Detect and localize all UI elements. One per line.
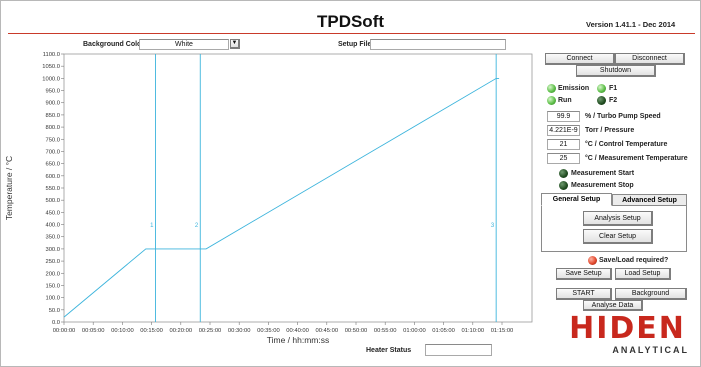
x-tick-label: 00:55:00: [374, 328, 397, 334]
y-tick-label: 250.0: [45, 259, 60, 265]
x-tick-label: 00:35:00: [257, 328, 280, 334]
load-setup-button[interactable]: Load Setup: [615, 268, 671, 280]
x-tick-label: 01:00:00: [403, 328, 426, 334]
setup-file-label: Setup File: [338, 41, 372, 48]
measurement-stop-label: Measurement Stop: [571, 182, 634, 189]
y-tick-label: 750.0: [45, 137, 60, 143]
emission-label: Emission: [558, 85, 590, 92]
x-tick-label: 01:15:00: [491, 328, 514, 334]
turbo-pump-speed-value: 99.9: [547, 111, 580, 122]
x-tick-label: 00:20:00: [170, 328, 193, 334]
clear-setup-button[interactable]: Clear Setup: [583, 229, 653, 244]
y-tick-label: 850.0: [45, 113, 60, 119]
connect-button[interactable]: Connect: [545, 53, 615, 65]
turbo-pump-speed-label: % / Turbo Pump Speed: [585, 113, 661, 120]
y-tick-label: 700.0: [45, 149, 60, 155]
y-tick-label: 1000.0: [42, 76, 60, 82]
cursor-marker-label: 1: [150, 223, 154, 229]
heater-status-field: [425, 344, 492, 356]
setup-file-input[interactable]: [370, 39, 506, 50]
pressure-value: 4.221E-9: [547, 125, 580, 136]
version-label: Version 1.41.1 - Dec 2014: [586, 20, 676, 29]
x-tick-label: 00:50:00: [345, 328, 368, 334]
heater-status-label: Heater Status: [366, 347, 412, 354]
cursor-marker-label: 3: [491, 223, 495, 229]
tab-advanced-setup[interactable]: Advanced Setup: [612, 194, 687, 206]
x-tick-label: 00:05:00: [82, 328, 105, 334]
save-load-required-label: Save/Load required?: [599, 257, 669, 264]
run-label: Run: [558, 97, 572, 104]
y-tick-label: 600.0: [45, 174, 60, 180]
shutdown-button[interactable]: Shutdown: [576, 65, 656, 77]
y-tick-label: 100.0: [45, 296, 60, 302]
measurement-start-label: Measurement Start: [571, 170, 635, 177]
logo-wordmark: HIDEN: [569, 311, 686, 346]
control-temperature-value: 21: [547, 139, 580, 150]
x-tick-label: 00:45:00: [316, 328, 339, 334]
y-tick-label: 950.0: [45, 89, 60, 95]
x-axis-label: Time / hh:mm:ss: [267, 335, 330, 345]
f1-label: F1: [609, 85, 618, 92]
y-tick-label: 1050.0: [42, 64, 60, 70]
f2-label: F2: [609, 97, 618, 104]
y-tick-label: 550.0: [45, 186, 60, 192]
y-tick-label: 1100.0: [43, 52, 60, 58]
y-tick-label: 800.0: [45, 125, 60, 131]
y-tick-label: 900.0: [45, 101, 60, 107]
x-tick-label: 00:15:00: [140, 328, 163, 334]
x-tick-label: 00:30:00: [228, 328, 251, 334]
hiden-logo: HIDEN ANALYTICAL: [566, 312, 689, 356]
y-tick-label: 650.0: [45, 162, 60, 168]
y-tick-label: 150.0: [45, 283, 60, 289]
logo-subtitle: ANALYTICAL: [612, 345, 689, 355]
app-title: TPDSoft: [316, 12, 385, 31]
background-button[interactable]: Background: [615, 288, 687, 300]
measurement-start-led-icon: [559, 169, 568, 178]
cursor-marker-label: 2: [195, 223, 199, 229]
pressure-label: Torr / Pressure: [585, 127, 635, 134]
run-led-icon: [547, 96, 556, 105]
f2-led-icon: [597, 96, 606, 105]
y-axis-label: Temperature / °C: [4, 156, 14, 220]
save-load-required-led-icon: [588, 256, 597, 265]
analyse-data-button[interactable]: Analyse Data: [583, 300, 643, 311]
f1-led-icon: [597, 84, 606, 93]
save-setup-button[interactable]: Save Setup: [556, 268, 612, 280]
start-button[interactable]: START: [556, 288, 612, 300]
temperature-chart: 0.0 50.0 100.0 150.0 200.0 250.0 300.0 350.0 400…: [4, 52, 533, 345]
y-tick-label: 200.0: [45, 271, 60, 277]
y-tick-label: 400.0: [45, 223, 60, 229]
x-tick-label: 01:10:00: [462, 328, 485, 334]
y-tick-label: 500.0: [45, 198, 60, 204]
background-colour-label: Background Colour: [83, 41, 149, 48]
disconnect-button[interactable]: Disconnect: [615, 53, 685, 65]
y-tick-label: 350.0: [45, 235, 60, 241]
measurement-stop-led-icon: [559, 181, 568, 190]
control-temperature-label: °C / Control Temperature: [585, 141, 668, 148]
x-tick-label: 00:10:00: [111, 328, 134, 334]
background-colour-select[interactable]: White: [139, 39, 229, 50]
background-colour-dropdown-icon[interactable]: ▼: [230, 39, 240, 49]
y-tick-label: 50.0: [49, 308, 60, 314]
emission-led-icon: [547, 84, 556, 93]
y-tick-label: 300.0: [45, 247, 60, 253]
x-tick-label: 00:00:00: [53, 328, 76, 334]
plot-area: [63, 53, 533, 323]
y-tick-label: 450.0: [45, 210, 60, 216]
y-tick-label: 0.0: [52, 320, 60, 326]
measurement-temperature-value: 25: [547, 153, 580, 164]
analysis-setup-button[interactable]: Analysis Setup: [583, 211, 653, 226]
header-divider: [8, 33, 695, 34]
measurement-temperature-label: °C / Measurement Temperature: [585, 155, 688, 162]
x-tick-label: 00:40:00: [286, 328, 309, 334]
tab-general-setup[interactable]: General Setup: [541, 193, 612, 206]
temperature-series-line: [63, 77, 500, 318]
x-tick-label: 00:25:00: [199, 328, 222, 334]
x-tick-label: 01:05:00: [432, 328, 455, 334]
